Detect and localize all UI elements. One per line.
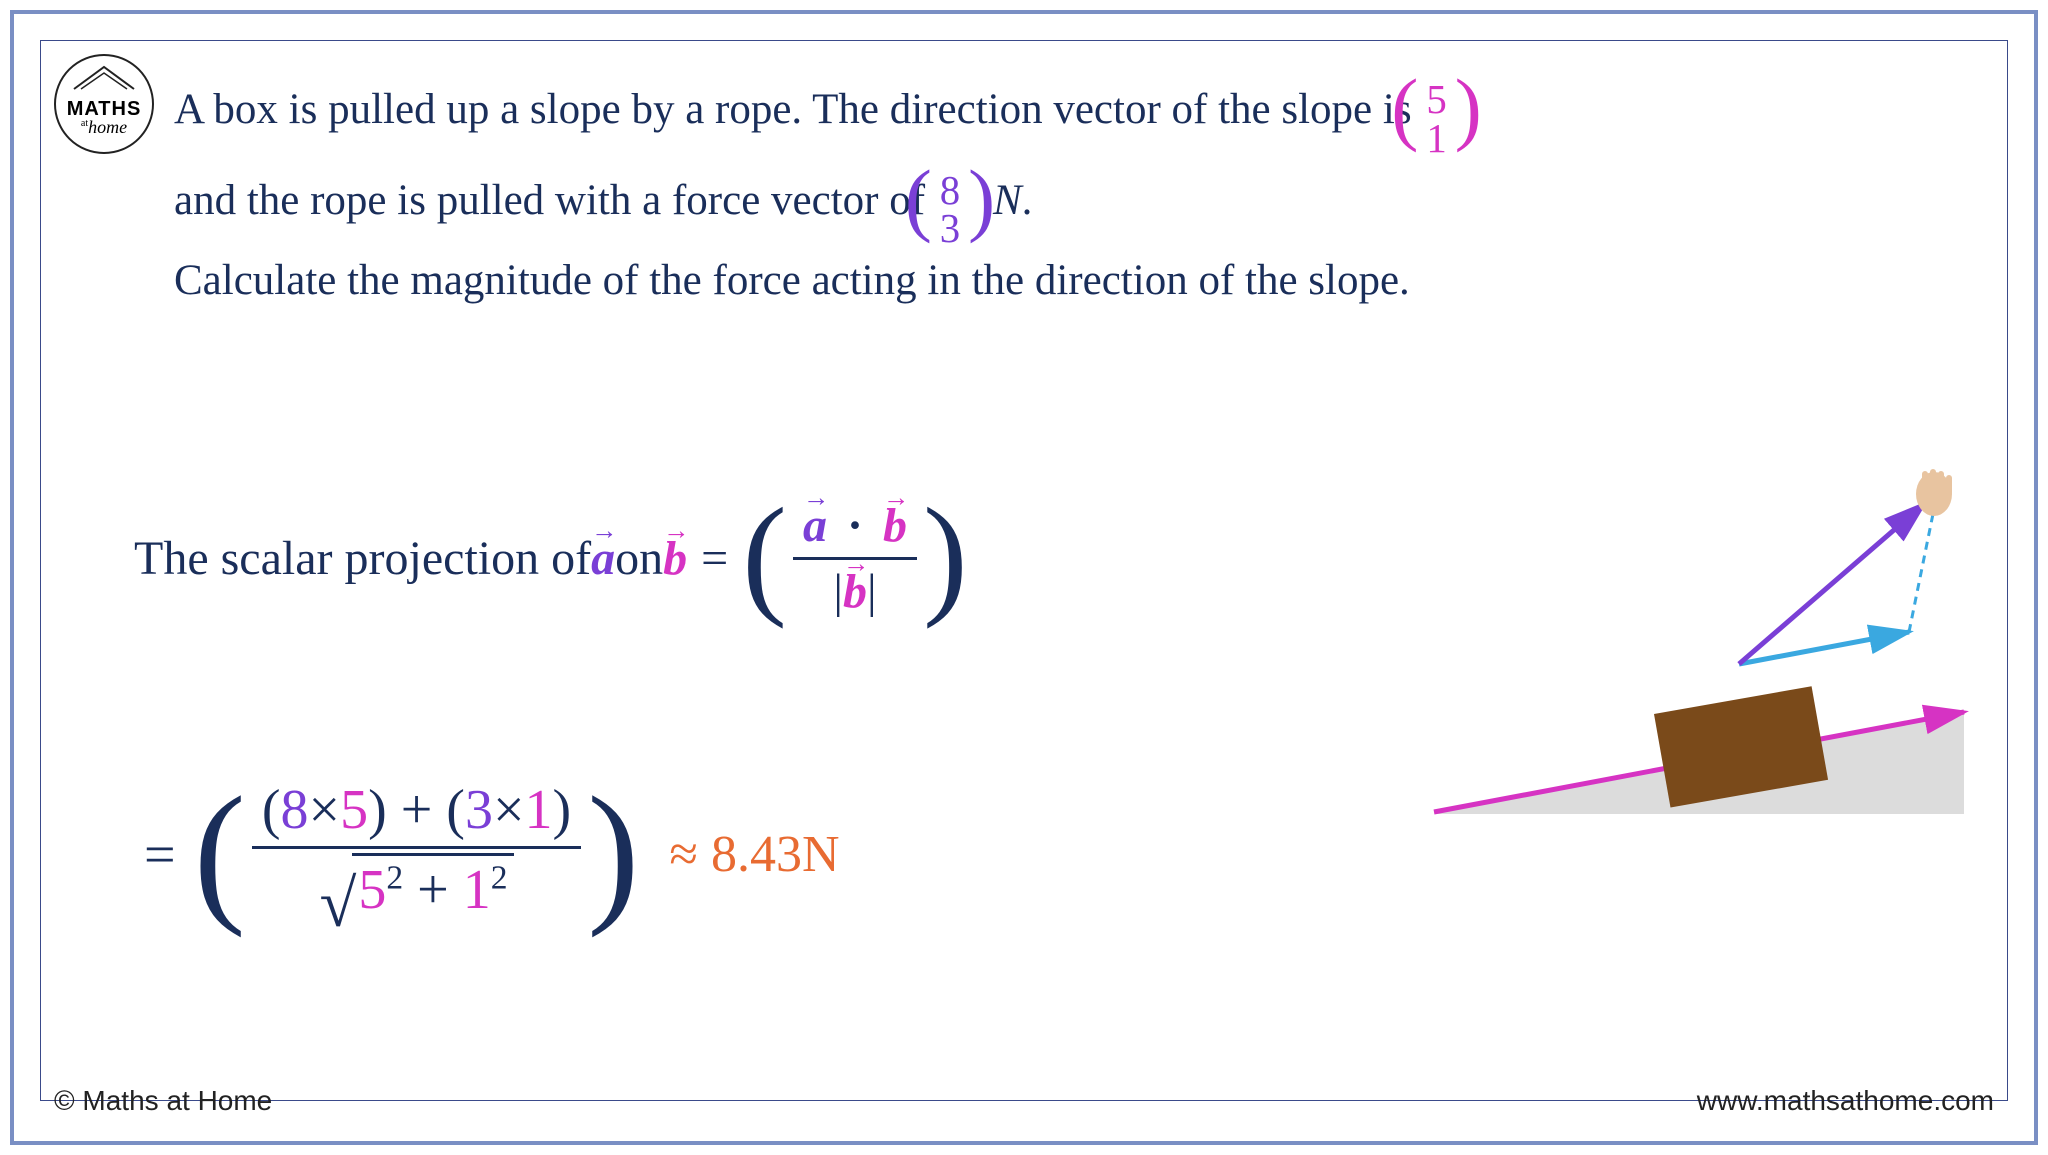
slope-vec-top: 5 xyxy=(1426,81,1446,120)
formula-calculation: = ( (8×5) + (3×1) √ 52 + 12 ) ≈ 8.43N xyxy=(144,774,840,935)
problem-text-3: Calculate the magnitude of the force act… xyxy=(174,257,1410,304)
calc-fraction: (8×5) + (3×1) √ 52 + 12 xyxy=(252,774,581,935)
website-url: www.mathsathome.com xyxy=(1697,1085,1994,1117)
projection-fraction: a · b |b| xyxy=(793,494,917,623)
logo-roof-icon xyxy=(69,62,139,92)
den-b: b xyxy=(843,564,867,619)
problem-statement: A box is pulled up a slope by a rope. Th… xyxy=(174,68,1974,314)
force-arrow xyxy=(1739,504,1924,664)
equals-1: = xyxy=(701,531,728,586)
formula-definition: The scalar projection of a on b = ( a · … xyxy=(134,494,968,623)
slope-vec-bot: 1 xyxy=(1426,120,1446,159)
n5a: 5 xyxy=(340,779,368,841)
formula-label: The scalar projection of xyxy=(134,531,591,586)
equals-2: = xyxy=(144,823,176,887)
n8: 8 xyxy=(280,779,308,841)
vec-a: a xyxy=(591,531,615,586)
problem-text-1: A box is pulled up a slope by a rope. Th… xyxy=(174,86,1422,133)
force-vec-top: 8 xyxy=(940,172,960,211)
logo: MATHS athome xyxy=(54,54,154,154)
on-text: on xyxy=(615,531,663,586)
copyright: © Maths at Home xyxy=(54,1085,272,1117)
force-vector: ( 8 3 ) xyxy=(936,159,964,250)
num-b: b xyxy=(883,498,907,553)
slope-diagram xyxy=(1414,454,1974,834)
n1a: 1 xyxy=(525,779,553,841)
outer-frame: MATHS athome A box is pulled up a slope … xyxy=(10,10,2038,1145)
n1b: 1 xyxy=(463,859,491,921)
hand-icon xyxy=(1916,469,1952,516)
result: ≈ 8.43N xyxy=(669,825,839,884)
n3: 3 xyxy=(465,779,493,841)
vec-b: b xyxy=(663,531,687,586)
force-unit: N xyxy=(993,177,1022,224)
n5b: 5 xyxy=(358,859,386,921)
dot-op: · xyxy=(839,499,871,552)
force-vec-bot: 3 xyxy=(940,210,960,249)
perpendicular-dash xyxy=(1909,509,1934,632)
projection-arrow xyxy=(1739,632,1909,664)
num-a: a xyxy=(803,498,827,553)
slope-vector: ( 5 1 ) xyxy=(1422,68,1450,159)
logo-text-home: athome xyxy=(81,117,127,138)
problem-text-2: and the rope is pulled with a force vect… xyxy=(174,177,936,224)
sqrt: √ 52 + 12 xyxy=(319,853,513,931)
